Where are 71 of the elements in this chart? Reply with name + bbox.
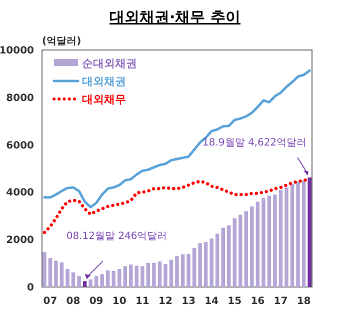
bar	[238, 214, 242, 287]
bar	[158, 261, 162, 287]
bar	[250, 206, 254, 287]
bar	[169, 260, 174, 287]
bar	[267, 196, 272, 287]
y-axis-title: (억달러)	[42, 36, 82, 47]
y-tick-label: 6000	[6, 140, 34, 152]
bar	[106, 270, 110, 287]
x-tick-label: 14	[204, 296, 219, 307]
x-tick-label: 16	[250, 296, 265, 307]
bar	[66, 268, 70, 287]
bar	[94, 276, 98, 287]
bar	[210, 238, 214, 287]
x-tick-label: 18	[296, 296, 311, 307]
bar	[100, 274, 104, 287]
bar	[198, 243, 202, 287]
x-tick-label: 13	[182, 296, 196, 307]
y-tick-label: 10000	[0, 46, 34, 56]
y-tick-label: 2000	[6, 235, 34, 246]
legend-label: 순대외채권	[82, 56, 137, 70]
bar	[140, 266, 144, 287]
bar	[71, 272, 76, 287]
bar	[273, 194, 277, 287]
bar	[129, 264, 133, 287]
y-tick-label: 8000	[6, 92, 34, 104]
bar	[164, 264, 168, 287]
annotation: 18.9월말 4,622억달러	[202, 137, 307, 148]
bar	[123, 266, 128, 287]
bar	[296, 182, 300, 287]
y-tick-label: 0	[27, 282, 34, 294]
bar	[152, 262, 156, 287]
x-tick-label: 17	[274, 296, 288, 307]
bar	[290, 184, 294, 287]
bar	[54, 260, 58, 287]
bar	[180, 254, 185, 287]
bar	[134, 266, 139, 287]
legend-label: 대외채무	[82, 92, 126, 106]
bar	[175, 256, 179, 287]
legend-label: 대외채권	[82, 74, 126, 88]
chart-title: 대외채권·채무 추이	[110, 8, 240, 26]
bar	[226, 225, 231, 287]
x-tick-label: 07	[43, 296, 58, 307]
x-tick-label: 10	[112, 296, 126, 307]
bar	[308, 177, 312, 287]
bar	[186, 254, 190, 287]
line-series	[43, 69, 311, 208]
bar	[284, 187, 288, 287]
bar	[232, 218, 237, 287]
bar	[192, 248, 196, 287]
bar	[146, 262, 150, 287]
bar	[112, 270, 116, 287]
bar	[302, 180, 306, 287]
bar	[77, 276, 81, 287]
bar	[42, 252, 46, 287]
bar	[117, 268, 122, 287]
bar	[256, 202, 260, 287]
bar	[262, 198, 266, 287]
bar	[244, 211, 248, 287]
x-tick-label: 09	[89, 296, 104, 307]
x-tick-label: 08	[66, 296, 80, 307]
x-tick-label: 12	[158, 296, 172, 307]
bar	[204, 242, 208, 287]
bar	[215, 234, 220, 287]
x-tick-label: 11	[135, 296, 150, 307]
bar	[278, 190, 283, 287]
bar	[48, 258, 52, 287]
bar	[60, 262, 64, 287]
bar	[221, 228, 225, 287]
annotation: 08.12월말 246억달러	[66, 231, 168, 242]
y-tick-label: 4000	[6, 188, 34, 199]
x-tick-label: 15	[228, 296, 242, 307]
